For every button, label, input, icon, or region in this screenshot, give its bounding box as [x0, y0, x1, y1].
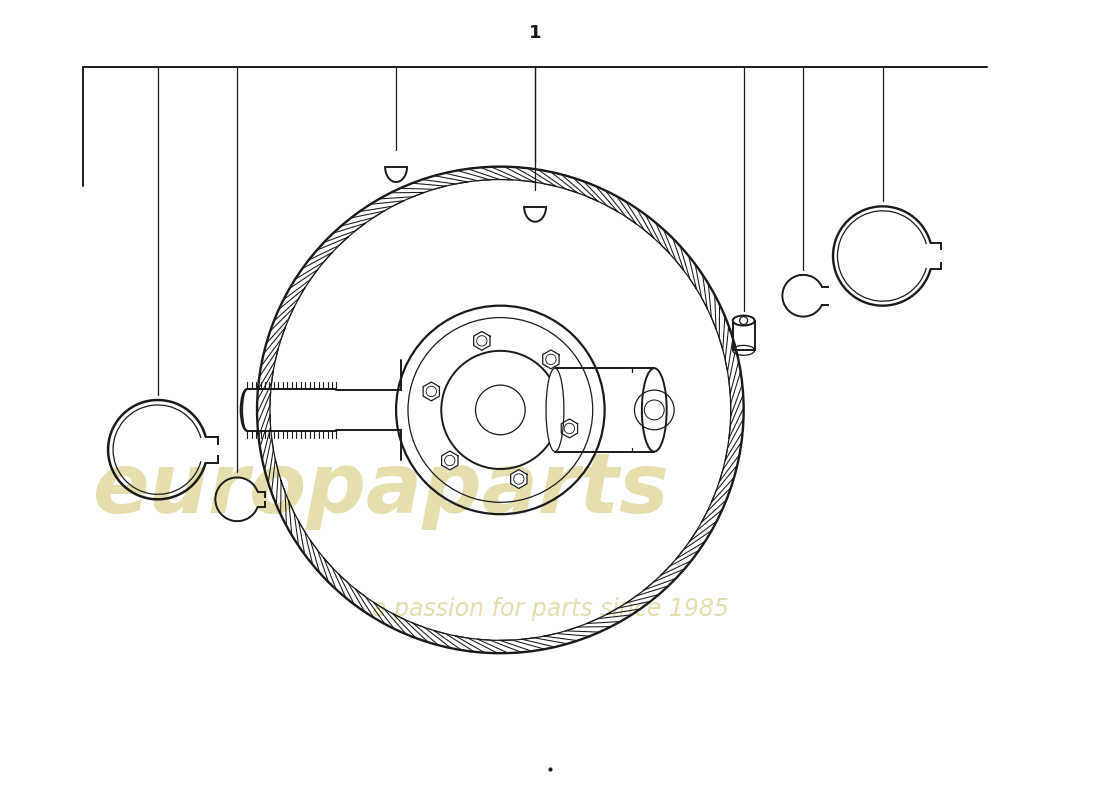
Ellipse shape	[642, 368, 667, 452]
Bar	[733, 321, 755, 350]
Text: europaparts: europaparts	[92, 449, 670, 530]
Polygon shape	[441, 451, 458, 470]
Polygon shape	[542, 350, 559, 369]
Polygon shape	[424, 382, 440, 401]
Ellipse shape	[546, 368, 564, 452]
Polygon shape	[561, 419, 578, 438]
Polygon shape	[510, 470, 527, 489]
Ellipse shape	[733, 315, 755, 326]
Polygon shape	[474, 331, 490, 350]
Text: a passion for parts since 1985: a passion for parts since 1985	[372, 597, 728, 621]
Text: 1: 1	[529, 25, 541, 42]
